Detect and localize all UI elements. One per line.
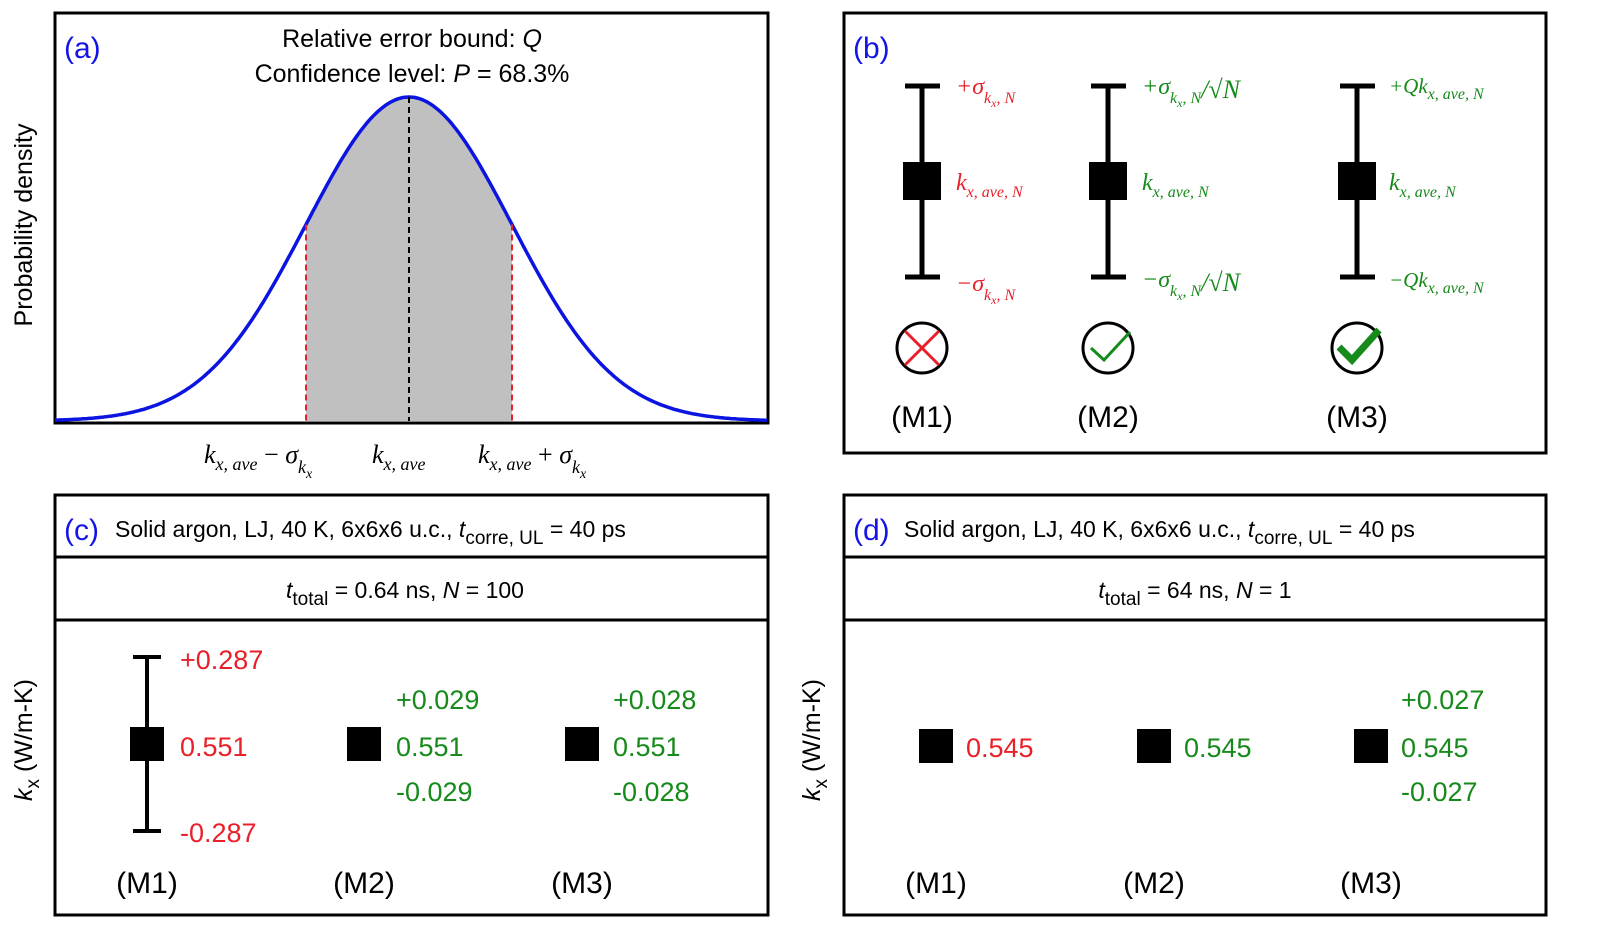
d-m1-mean: 0.545 xyxy=(966,733,1034,763)
panel-d: (d) Solid argon, LJ, 40 K, 6x6x6 u.c., t… xyxy=(798,493,1548,917)
panel-d-frame xyxy=(842,493,1548,917)
x-label-minus-sigma: kx, ave − σkx xyxy=(204,440,313,482)
check-icon xyxy=(1081,321,1135,375)
m3-label: (M3) xyxy=(1326,401,1388,434)
d-m2-label: (M2) xyxy=(1123,867,1185,900)
m1-lower-label: −σkx, N xyxy=(956,271,1016,307)
panel-b: (b) +σkx, N kx, ave, N −σkx, N (M1) +σkx… xyxy=(842,11,1548,455)
d-m1-label: (M1) xyxy=(905,867,967,900)
c-m3-lower: -0.028 xyxy=(613,777,690,807)
panel-c-frame xyxy=(53,493,770,917)
c-m2-mean-marker xyxy=(347,727,381,761)
panel-b-frame xyxy=(842,11,1548,455)
c-m1-label: (M1) xyxy=(116,867,178,900)
c-m1-mean: 0.551 xyxy=(180,732,248,762)
c-m2-lower: -0.029 xyxy=(396,777,473,807)
panel-c-y-axis-label: kx (W/m-K) xyxy=(10,679,44,801)
d-m3-upper: +0.027 xyxy=(1401,685,1484,715)
panel-d-tag: (d) xyxy=(853,514,890,547)
c-m3-upper: +0.028 xyxy=(613,685,696,715)
panel-c-tag: (c) xyxy=(64,514,99,547)
panel-b-tag: (b) xyxy=(853,32,890,65)
c-m3-label: (M3) xyxy=(551,867,613,900)
d-m2-mean: 0.545 xyxy=(1184,733,1252,763)
panel-a-title-line1: Relative error bound: Q xyxy=(282,25,542,53)
m1-mean-marker xyxy=(903,162,941,200)
c-m3-mean-marker xyxy=(565,727,599,761)
d-m3-lower: -0.027 xyxy=(1401,777,1478,807)
c-m2-upper: +0.029 xyxy=(396,685,479,715)
panel-a-frame xyxy=(53,11,770,425)
d-m1-mean-marker xyxy=(919,729,953,763)
m2-upper-label: +σkx, N/√N xyxy=(1142,74,1242,110)
c-m1-lower: -0.287 xyxy=(180,818,257,848)
gaussian-curve xyxy=(55,95,767,422)
panel-a-title-line2: Confidence level: P = 68.3% xyxy=(255,60,570,88)
m1-label: (M1) xyxy=(891,401,953,434)
x-label-mean: kx, ave xyxy=(372,440,426,474)
check-bold-icon xyxy=(1330,321,1384,375)
d-m3-mean: 0.545 xyxy=(1401,733,1469,763)
panel-d-y-axis-label: kx (W/m-K) xyxy=(798,679,832,801)
m3-upper-label: +Qkx, ave, N xyxy=(1389,74,1485,103)
panel-c-subheader: ttotal = 0.64 ns, N = 100 xyxy=(286,577,524,610)
c-m3-mean: 0.551 xyxy=(613,732,681,762)
c-m1-upper: +0.287 xyxy=(180,645,263,675)
m3-lower-label: −Qkx, ave, N xyxy=(1389,268,1485,297)
m2-label: (M2) xyxy=(1077,401,1139,434)
c-m2-label: (M2) xyxy=(333,867,395,900)
panel-c: (c) Solid argon, LJ, 40 K, 6x6x6 u.c., t… xyxy=(10,493,770,917)
m1-upper-label: +σkx, N xyxy=(956,74,1016,110)
d-m2-mean-marker xyxy=(1137,729,1171,763)
c-m2-mean: 0.551 xyxy=(396,732,464,762)
cross-icon xyxy=(895,321,949,375)
m2-lower-label: −σkx, N/√N xyxy=(1142,267,1242,303)
m2-mean-label: kx, ave, N xyxy=(1142,170,1210,201)
d-m3-mean-marker xyxy=(1354,729,1388,763)
c-m1-mean-marker xyxy=(130,727,164,761)
panel-a: (a) Relative error bound: Q Confidence l… xyxy=(10,11,770,482)
m1-mean-label: kx, ave, N xyxy=(956,170,1024,201)
m3-mean-marker xyxy=(1338,162,1376,200)
panel-d-header: Solid argon, LJ, 40 K, 6x6x6 u.c., tcorr… xyxy=(904,516,1415,549)
m3-mean-label: kx, ave, N xyxy=(1389,170,1457,201)
d-m3-label: (M3) xyxy=(1340,867,1402,900)
panel-c-header: Solid argon, LJ, 40 K, 6x6x6 u.c., tcorr… xyxy=(115,516,626,549)
m2-mean-marker xyxy=(1089,162,1127,200)
panel-a-y-axis-label: Probability density xyxy=(10,123,38,326)
panel-d-subheader: ttotal = 64 ns, N = 1 xyxy=(1098,577,1291,610)
panel-a-tag: (a) xyxy=(64,32,101,65)
x-label-plus-sigma: kx, ave + σkx xyxy=(478,440,587,482)
